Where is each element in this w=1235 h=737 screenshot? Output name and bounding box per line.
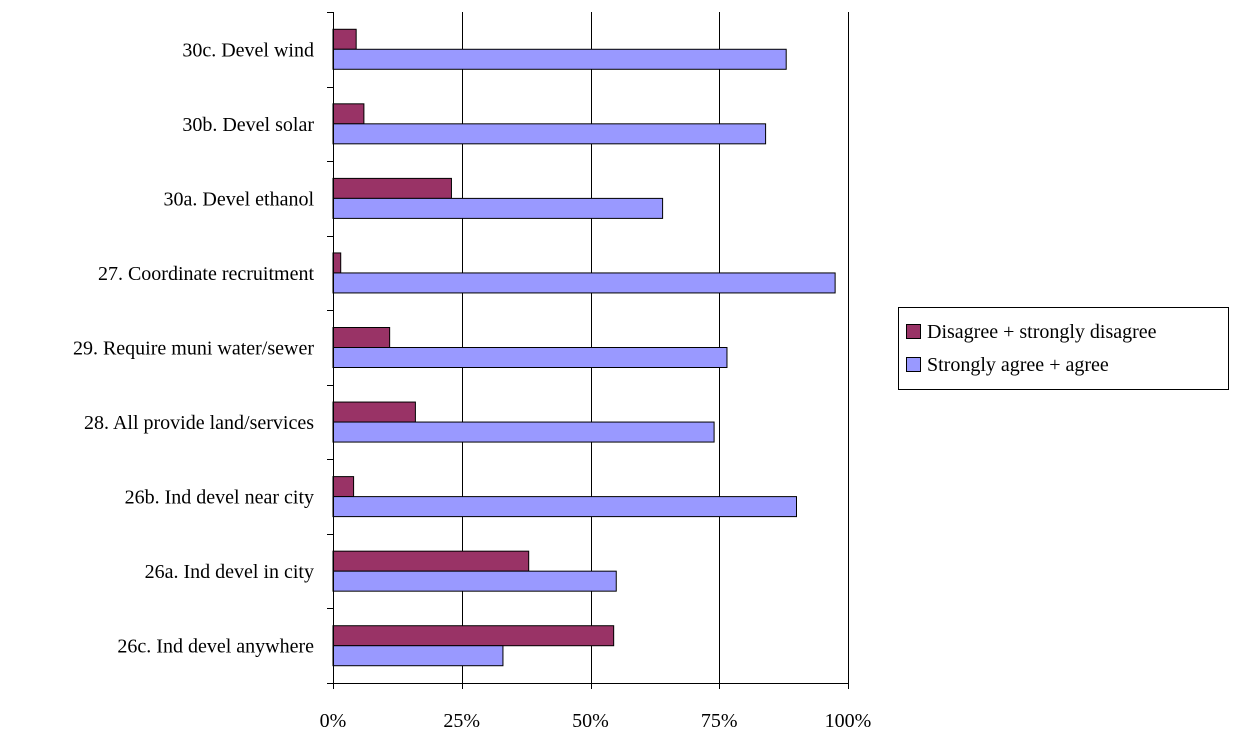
category-label-1: 30b. Devel solar bbox=[182, 114, 314, 136]
x-tick-label-4: 100% bbox=[825, 710, 872, 732]
bar-agree-2 bbox=[332, 197, 664, 219]
category-label-2: 30a. Devel ethanol bbox=[164, 188, 315, 210]
bar-disagree-0 bbox=[332, 28, 357, 50]
category-label-3: 27. Coordinate recruitment bbox=[98, 263, 314, 285]
legend-swatch-1 bbox=[906, 357, 921, 372]
bar-disagree-7 bbox=[332, 550, 530, 572]
legend-box bbox=[898, 307, 1229, 390]
x-tick-labels: 0% 25% 50% 75% 100% bbox=[320, 710, 872, 732]
bar-agree-6 bbox=[332, 496, 797, 518]
category-labels: 30c. Devel wind 30b. Devel solar 30a. Deve… bbox=[73, 39, 314, 657]
bar-agree-3 bbox=[332, 272, 836, 294]
bar-agree-0 bbox=[332, 48, 787, 70]
bar-agree-8 bbox=[332, 645, 504, 667]
category-label-8: 26c. Ind devel anywhere bbox=[117, 636, 314, 658]
x-tick-label-3: 75% bbox=[701, 710, 738, 732]
bar-disagree-3 bbox=[332, 252, 342, 274]
x-tick-label-1: 25% bbox=[443, 710, 480, 732]
bar-disagree-6 bbox=[332, 476, 355, 498]
bar-disagree-1 bbox=[332, 103, 365, 125]
category-label-7: 26a. Ind devel in city bbox=[145, 561, 314, 583]
bar-disagree-5 bbox=[332, 401, 416, 423]
bar-disagree-2 bbox=[332, 177, 452, 199]
bar-disagree-4 bbox=[332, 327, 391, 348]
bar-agree-7 bbox=[332, 570, 617, 592]
bar-disagree-8 bbox=[332, 625, 615, 647]
legend: Disagree + strongly disagree Strongly agr… bbox=[898, 307, 1229, 390]
bar-agree-4 bbox=[332, 347, 728, 368]
category-label-0: 30c. Devel wind bbox=[182, 39, 314, 61]
bars bbox=[332, 28, 836, 667]
legend-swatch-0 bbox=[906, 324, 921, 339]
legend-label-1: Strongly agree + agree bbox=[927, 354, 1109, 376]
x-tick-label-0: 0% bbox=[320, 710, 347, 732]
axes bbox=[327, 12, 849, 689]
x-tick-label-2: 50% bbox=[572, 710, 609, 732]
category-label-5: 28. All provide land/services bbox=[84, 412, 314, 434]
legend-label-0: Disagree + strongly disagree bbox=[927, 321, 1157, 343]
category-label-6: 26b. Ind devel near city bbox=[125, 487, 314, 509]
bar-agree-1 bbox=[332, 123, 767, 145]
category-label-4: 29. Require muni water/sewer bbox=[73, 338, 314, 360]
bar-agree-5 bbox=[332, 421, 715, 443]
